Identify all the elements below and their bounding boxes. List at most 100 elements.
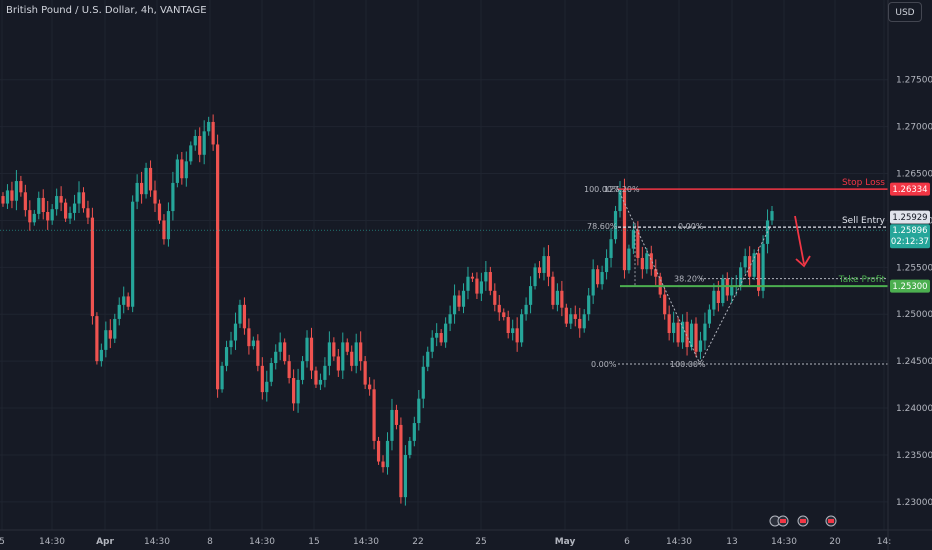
candle-body xyxy=(1,196,5,204)
symbol-title[interactable]: British Pound / U.S. Dollar, 4h, VANTAGE xyxy=(6,5,207,16)
fib-label: 0.00% xyxy=(591,360,617,369)
time-axis: 5 14:30 Apr 14:30 8 14:30 15 14:30 22 25 May 6 14:30… xyxy=(0,515,932,547)
candle-body xyxy=(582,314,586,329)
candle-body xyxy=(663,294,667,315)
price-axis: 1.275001.270001.265001.260001.255001.250… xyxy=(887,0,932,550)
candle-body xyxy=(180,159,184,179)
candle-body xyxy=(68,212,72,219)
us-flag-icon-stripe xyxy=(780,519,786,523)
x-tick-label: 8 xyxy=(207,537,213,547)
candle-body xyxy=(108,330,112,339)
candle-body xyxy=(770,211,774,221)
x-tick-label: 15 xyxy=(308,537,319,547)
candle-body xyxy=(622,188,627,271)
candle-body xyxy=(202,131,206,155)
candle-body xyxy=(417,398,421,424)
x-tick-label: 14:30 xyxy=(353,537,379,547)
candle-body xyxy=(703,323,707,341)
candle-body xyxy=(46,212,50,221)
fib-label: 38.20% xyxy=(674,275,705,284)
x-tick-label: 6 xyxy=(624,537,630,547)
y-tick-label: 1.26500 xyxy=(896,170,932,180)
fib-label: 0.00% xyxy=(678,222,704,231)
candle-body xyxy=(461,290,466,307)
x-tick-label: 22 xyxy=(412,537,423,547)
candle-body xyxy=(260,365,264,393)
candle-body xyxy=(287,361,291,379)
candle-body xyxy=(596,269,600,285)
countdown-tag: 02:12:37 xyxy=(891,237,929,247)
candle-body xyxy=(497,304,501,313)
candle-body xyxy=(573,314,577,319)
candle-body xyxy=(32,213,36,223)
candle-body xyxy=(502,312,506,318)
candle-body xyxy=(345,342,349,352)
candle-body xyxy=(564,307,568,324)
candle-body xyxy=(216,144,220,390)
sell-arrow-head xyxy=(795,255,811,268)
candle-body xyxy=(126,296,130,307)
candle-body xyxy=(148,167,153,191)
candle-body xyxy=(551,276,555,305)
candle-body xyxy=(5,190,10,204)
x-tick-label: 20 xyxy=(829,537,841,547)
candle-body xyxy=(238,304,242,324)
candle-body xyxy=(350,351,354,366)
candle-body xyxy=(229,340,233,348)
candle-body xyxy=(171,182,175,212)
y-tick-label: 1.27000 xyxy=(896,123,932,133)
candle-body xyxy=(537,267,542,273)
candle-body xyxy=(484,272,488,282)
candle-body xyxy=(466,276,470,291)
candle-body xyxy=(604,257,609,273)
fib-label: 127.20% xyxy=(604,185,640,194)
candle-body xyxy=(694,323,698,352)
candle-body xyxy=(689,323,694,348)
take-profit-price-tag: 1.25300 xyxy=(892,282,927,292)
candle-body xyxy=(520,314,524,343)
candle-body xyxy=(77,192,81,204)
candle-body xyxy=(560,290,564,308)
sell-entry-price-tag-bg xyxy=(890,210,930,224)
candle-body xyxy=(19,181,23,193)
candle-body xyxy=(640,257,644,270)
candle-body xyxy=(385,440,390,468)
candle-body xyxy=(162,220,166,240)
candle-body xyxy=(475,278,479,294)
candle-body xyxy=(707,309,712,324)
candle-body xyxy=(444,323,448,343)
stop-loss-price-tag-bg xyxy=(890,182,930,196)
candle-body xyxy=(247,328,251,347)
candle-body xyxy=(542,256,546,273)
candle-body xyxy=(672,322,676,334)
candle-body xyxy=(63,202,68,219)
candle-body xyxy=(113,318,117,339)
candle-body xyxy=(506,317,510,334)
candle-body xyxy=(323,365,327,380)
candle-body xyxy=(256,340,260,366)
stop-loss-label: Stop Loss xyxy=(842,178,885,188)
candle-body xyxy=(86,208,90,218)
candle-body xyxy=(157,203,162,221)
candle-body xyxy=(327,342,331,366)
candle-body xyxy=(394,409,399,425)
candle-body xyxy=(716,290,720,303)
candle-body xyxy=(680,321,685,343)
candle-body xyxy=(578,318,582,329)
candle-body xyxy=(748,256,752,277)
candle-body xyxy=(283,342,287,362)
sell-entry-price-tag: 1.25929 xyxy=(892,213,927,223)
candle-body xyxy=(269,363,273,382)
candle-body xyxy=(233,323,238,341)
y-tick-label: 1.24000 xyxy=(896,404,932,414)
candle-body xyxy=(591,269,595,296)
candle-body xyxy=(50,209,54,221)
candle-body xyxy=(412,423,416,441)
candle-body xyxy=(242,304,247,329)
currency-button[interactable]: USD xyxy=(888,2,922,22)
x-tick-label: Apr xyxy=(96,537,114,547)
us-flag-icon-stripe xyxy=(828,519,834,523)
candle-body xyxy=(220,365,224,390)
candle-body xyxy=(698,340,703,352)
